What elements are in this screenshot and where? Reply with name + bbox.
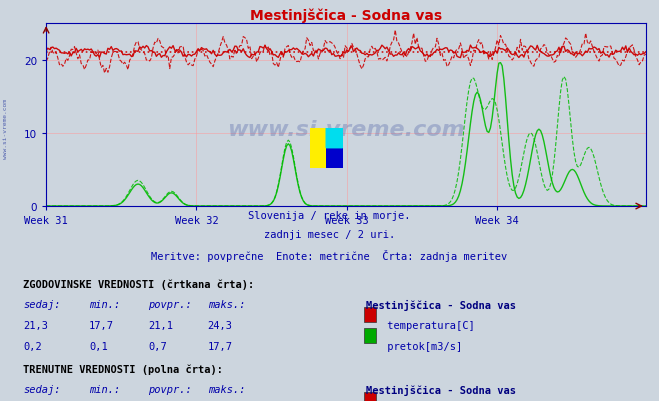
Bar (310, 128, 326, 168)
Text: temperatura[C]: temperatura[C] (381, 320, 474, 330)
Text: maks.:: maks.: (208, 300, 245, 310)
Text: www.si-vreme.com: www.si-vreme.com (3, 98, 8, 158)
Text: povpr.:: povpr.: (148, 300, 192, 310)
Text: Mestinjščica - Sodna vas: Mestinjščica - Sodna vas (366, 384, 516, 395)
Title: Mestinjščica - Sodna vas: Mestinjščica - Sodna vas (250, 8, 442, 23)
Text: sedaj:: sedaj: (23, 384, 61, 394)
Polygon shape (326, 128, 343, 148)
Text: ZGODOVINSKE VREDNOSTI (črtkana črta):: ZGODOVINSKE VREDNOSTI (črtkana črta): (23, 279, 254, 289)
Text: 0,1: 0,1 (89, 341, 107, 351)
Text: min.:: min.: (89, 300, 120, 310)
Text: pretok[m3/s]: pretok[m3/s] (381, 341, 462, 351)
Text: Slovenija / reke in morje.: Slovenija / reke in morje. (248, 211, 411, 221)
Text: 0,7: 0,7 (148, 341, 167, 351)
Text: 24,3: 24,3 (208, 320, 233, 330)
Text: 0,2: 0,2 (23, 341, 42, 351)
Text: 17,7: 17,7 (89, 320, 114, 330)
Bar (326, 128, 343, 148)
Text: maks.:: maks.: (208, 384, 245, 394)
Text: sedaj:: sedaj: (23, 300, 61, 310)
Text: zadnji mesec / 2 uri.: zadnji mesec / 2 uri. (264, 230, 395, 240)
Text: min.:: min.: (89, 384, 120, 394)
Text: 21,1: 21,1 (148, 320, 173, 330)
Text: Meritve: povprečne  Enote: metrične  Črta: zadnja meritev: Meritve: povprečne Enote: metrične Črta:… (152, 249, 507, 261)
Text: Mestinjščica - Sodna vas: Mestinjščica - Sodna vas (366, 300, 516, 310)
Text: TRENUTNE VREDNOSTI (polna črta):: TRENUTNE VREDNOSTI (polna črta): (23, 363, 223, 374)
Bar (326, 148, 343, 168)
Text: 17,7: 17,7 (208, 341, 233, 351)
Text: www.si-vreme.com: www.si-vreme.com (227, 120, 465, 140)
Text: povpr.:: povpr.: (148, 384, 192, 394)
Text: 21,3: 21,3 (23, 320, 48, 330)
